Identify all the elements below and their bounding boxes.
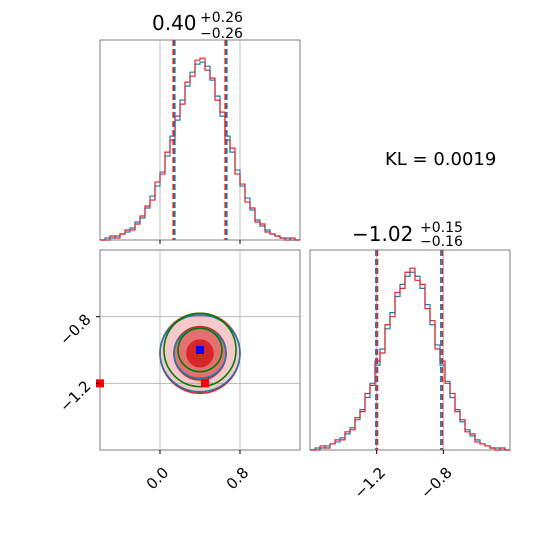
- panel-title-main: −1.02: [352, 222, 413, 246]
- marker-square: [196, 346, 204, 354]
- x-tick-labels: −1.2 −0.8: [351, 464, 456, 502]
- y-tick-label: −1.2: [56, 377, 94, 415]
- panel-title-lower: −0.26: [200, 26, 243, 42]
- tick-marks: [159, 240, 241, 244]
- contour-level: [163, 312, 237, 388]
- panel-title-main: 0.40: [152, 11, 197, 35]
- contour-level: [159, 314, 241, 393]
- panel-title-lower: −0.16: [420, 234, 463, 250]
- panel-title-upper: +0.26: [200, 10, 243, 26]
- tick-marks: [376, 450, 444, 454]
- histogram-panel-y: −1.2 −0.8 −1.02 +0.15 −0.16: [309, 220, 511, 502]
- histogram-step-series-2: [310, 267, 510, 451]
- y-tick-label: −0.8: [56, 310, 94, 348]
- x-tick-label: 0.8: [223, 464, 253, 494]
- tick-marks: [96, 316, 241, 454]
- histogram-panel-x: 0.40 +0.26 −0.26: [99, 10, 301, 244]
- contour-panel: 0.0 0.8 −0.8 −1.2: [56, 249, 301, 494]
- quantile-lines: [375, 250, 444, 450]
- panel-frame: [309, 249, 511, 451]
- histogram-step-series-2: [100, 57, 300, 241]
- kl-annotation: KL = 0.0019: [385, 149, 496, 170]
- panel-frame: [99, 39, 301, 241]
- x-tick-labels: 0.0 0.8: [143, 464, 253, 494]
- histogram-series: [100, 57, 300, 241]
- y-tick-labels: −0.8 −1.2: [56, 310, 94, 415]
- x-tick-label: 0.0: [143, 464, 173, 494]
- histogram-series: [310, 267, 510, 451]
- x-tick-label: −1.2: [351, 464, 389, 502]
- marker-square: [201, 379, 209, 388]
- quantile-lines: [172, 40, 228, 240]
- gridlines: [159, 40, 241, 240]
- panel-title-upper: +0.15: [420, 220, 463, 236]
- contour-level: [177, 327, 223, 373]
- x-tick-label: −0.8: [417, 464, 455, 502]
